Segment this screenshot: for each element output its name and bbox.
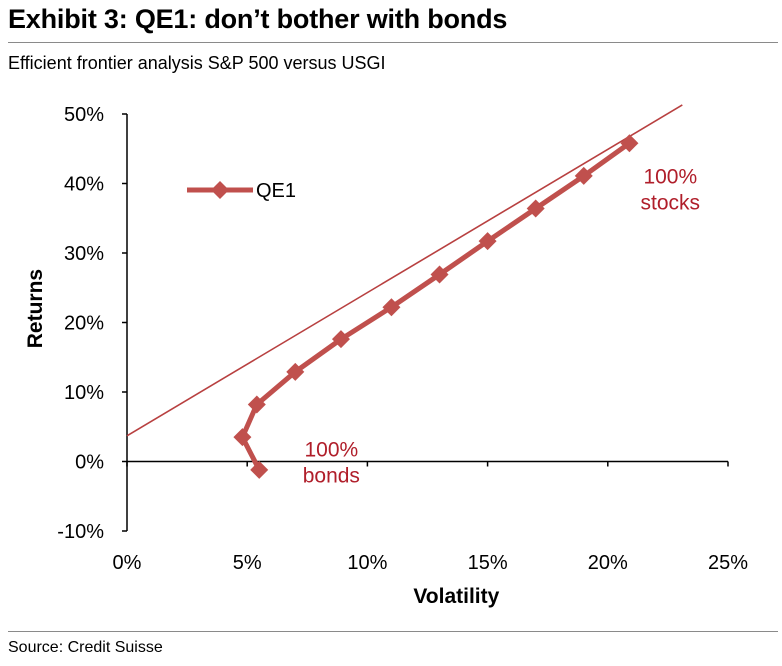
exhibit-title: Exhibit 3: QE1: don’t bother with bonds xyxy=(8,4,508,34)
data-point-marker xyxy=(233,428,252,447)
data-point-marker xyxy=(286,362,305,381)
annotation-bonds-line: bonds xyxy=(303,465,360,488)
y-tick-label: 30% xyxy=(64,243,104,265)
data-point-marker xyxy=(247,395,266,414)
data-point-marker xyxy=(382,298,401,317)
x-axis-title: Volatility xyxy=(413,585,499,608)
legend-label-qe1: QE1 xyxy=(256,180,296,202)
title-divider xyxy=(8,42,778,43)
y-tick-label: 40% xyxy=(64,174,104,196)
x-tick-label: 0% xyxy=(113,552,142,574)
annotation-stocks-line: 100% xyxy=(643,166,697,189)
data-point-marker xyxy=(250,460,269,479)
y-tick-label: 20% xyxy=(64,313,104,335)
data-point-marker xyxy=(478,232,497,251)
frontier-line xyxy=(126,104,683,437)
x-tick-label: 15% xyxy=(468,552,508,574)
y-tick-label: 50% xyxy=(64,104,104,126)
source-note: Source: Credit Suisse xyxy=(8,639,163,656)
exhibit-subtitle: Efficient frontier analysis S&P 500 vers… xyxy=(8,53,386,73)
y-tick-label: 10% xyxy=(64,382,104,404)
footer-divider xyxy=(8,631,778,632)
y-tick-label: 0% xyxy=(75,452,104,474)
x-tick-label: 25% xyxy=(708,552,748,574)
data-point-marker xyxy=(526,199,545,218)
series-line-qe1 xyxy=(239,141,631,471)
x-tick-label: 20% xyxy=(588,552,628,574)
data-point-marker xyxy=(331,330,350,349)
legend-marker-qe1 xyxy=(211,181,229,199)
x-tick-label: 5% xyxy=(233,552,262,574)
annotation-stocks-line: stocks xyxy=(641,192,701,215)
data-point-marker xyxy=(430,265,449,284)
data-point-marker xyxy=(620,134,639,153)
y-tick-label: -10% xyxy=(57,521,104,543)
data-point-marker xyxy=(574,166,593,185)
annotation-bonds-line: 100% xyxy=(304,439,358,462)
y-axis-title: Returns xyxy=(24,269,47,348)
x-tick-label: 10% xyxy=(347,552,387,574)
